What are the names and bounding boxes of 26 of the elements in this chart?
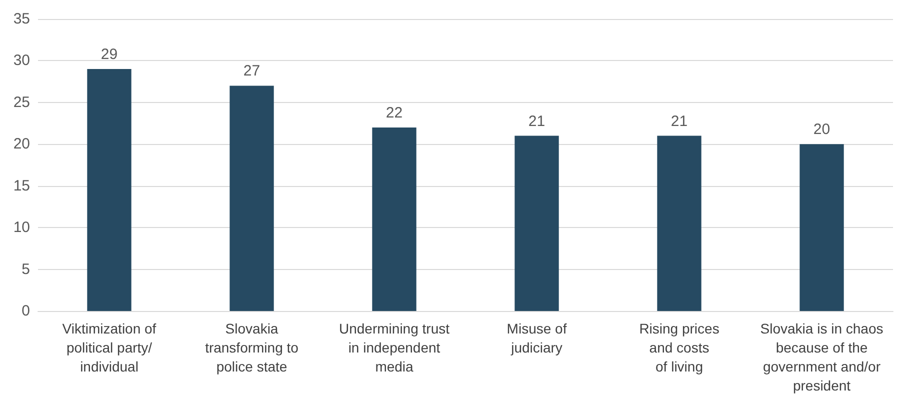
x-tick-label: Slovakia is in chaos because of the government and/or president [760, 320, 884, 394]
y-tick-label: 30 [13, 52, 30, 70]
bar [514, 136, 559, 311]
x-tick-label: Rising prices and costs of living [639, 320, 720, 374]
data-label: 20 [813, 121, 830, 138]
data-label: 22 [386, 104, 403, 122]
x-tick-label: Undermining trust in independent media [339, 320, 450, 374]
bar [657, 136, 702, 311]
y-tick-label: 35 [13, 10, 30, 28]
y-tick-label: 0 [22, 302, 30, 320]
x-tick-label: Slovakia transforming to police state [205, 320, 299, 374]
data-label: 29 [100, 46, 118, 64]
y-tick-label: 5 [22, 260, 30, 278]
y-tick-label: 20 [13, 136, 30, 153]
bar [372, 127, 416, 311]
bar [87, 69, 132, 311]
y-tick-label: 25 [13, 94, 30, 111]
bar [800, 144, 844, 311]
y-tick-label: 10 [13, 219, 30, 236]
bar [230, 86, 274, 311]
data-label: 27 [243, 62, 260, 80]
y-tick-label: 15 [13, 177, 30, 194]
x-tick-label: Viktimization of political party/ individual [62, 320, 156, 374]
data-label: 21 [670, 112, 688, 130]
data-label: 21 [528, 112, 546, 130]
x-tick-label: Misuse of judiciary [506, 320, 567, 356]
